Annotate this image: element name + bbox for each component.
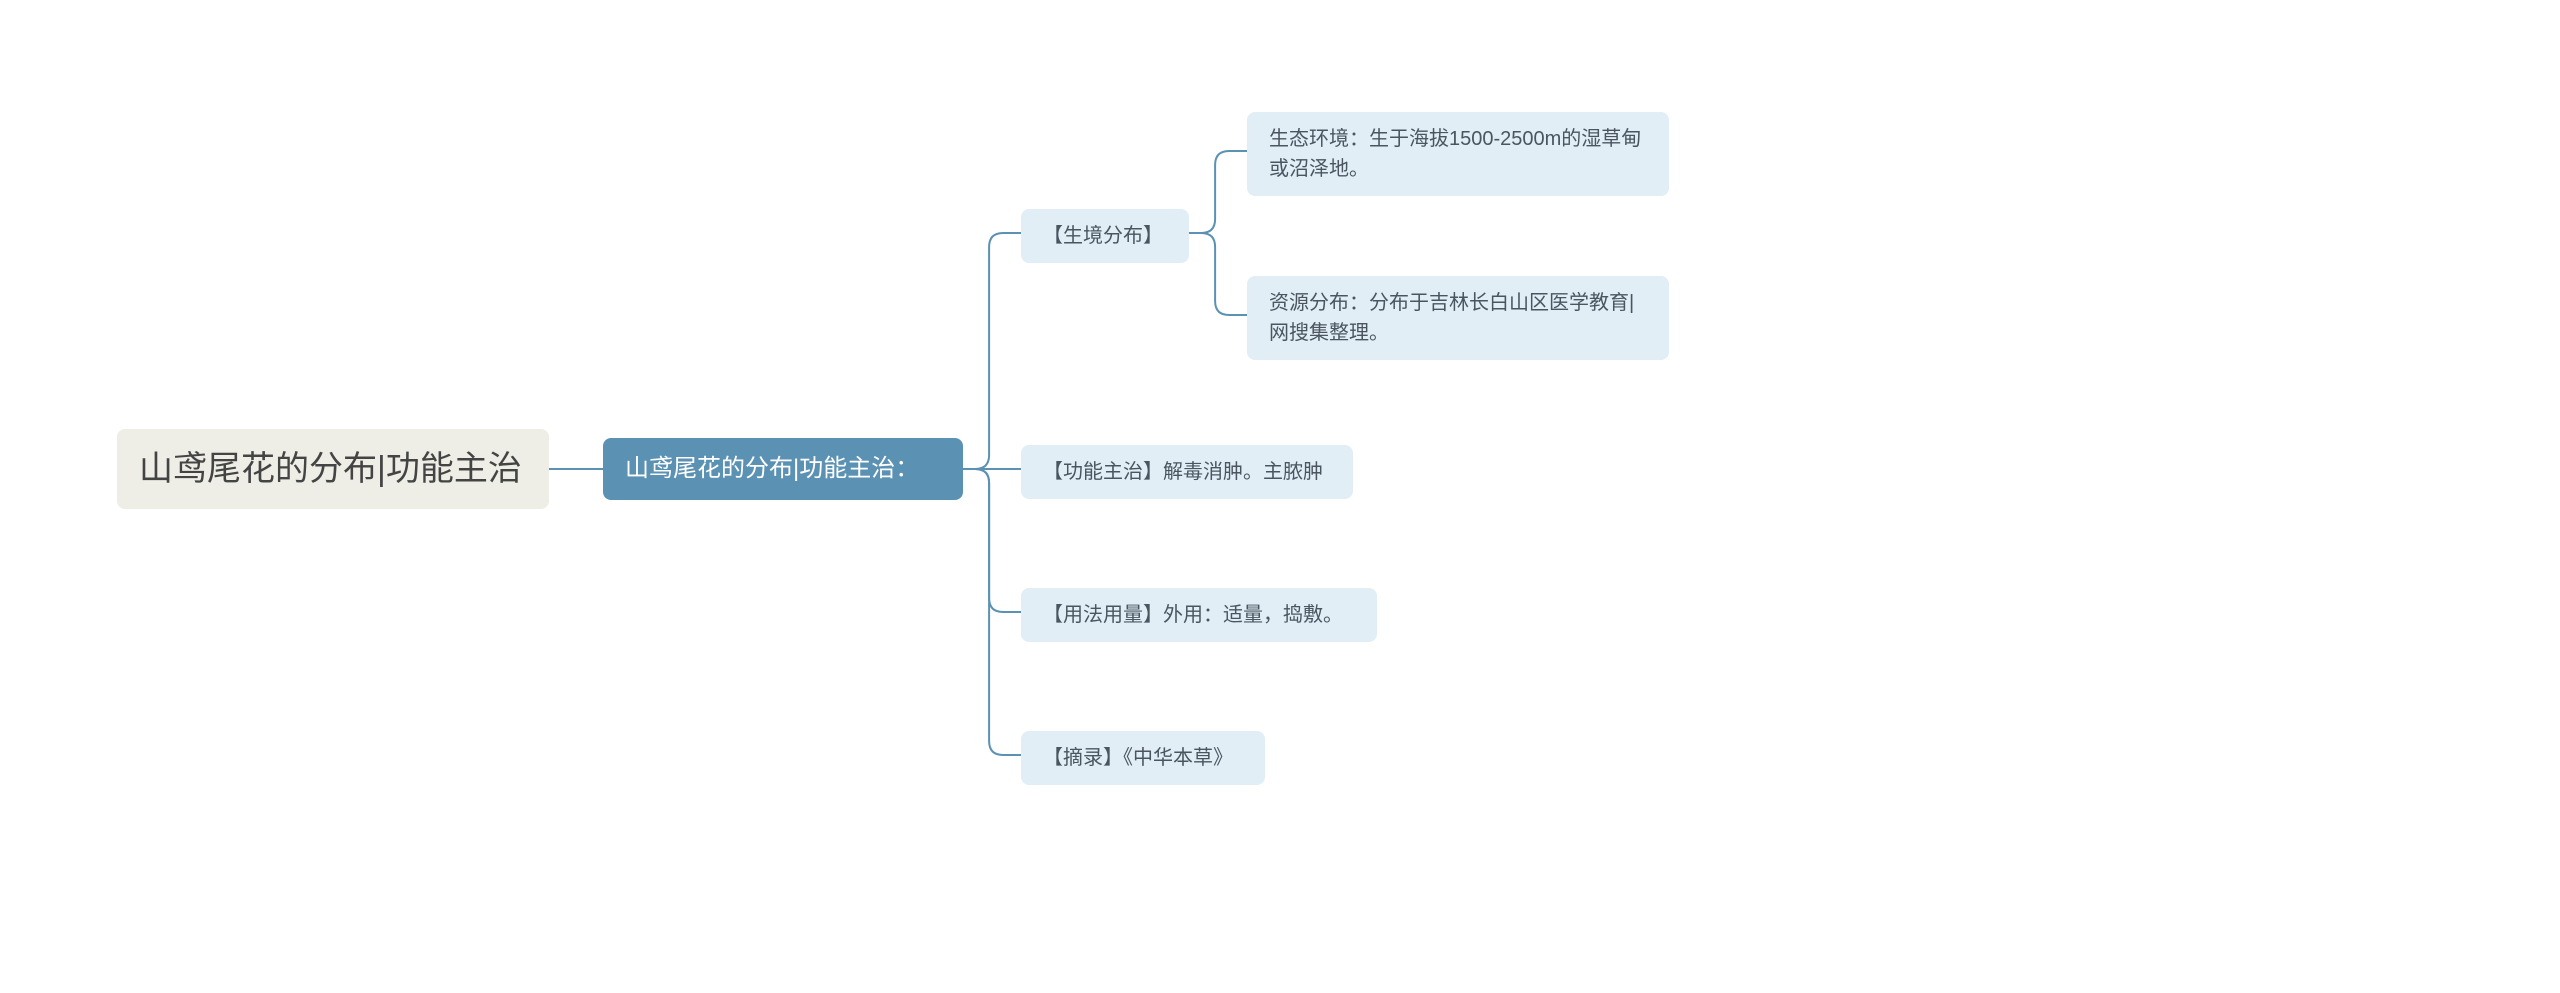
ecology-node[interactable]: 生态环境：生于海拔1500-2500m的湿草甸或沼泽地。 [1247, 112, 1669, 196]
connector-path [963, 469, 1021, 755]
usage-label: 【用法用量】外用：适量，捣敷。 [1043, 600, 1343, 630]
usage-node[interactable]: 【用法用量】外用：适量，捣敷。 [1021, 588, 1377, 642]
excerpt-node[interactable]: 【摘录】《中华本草》 [1021, 731, 1265, 785]
function-node[interactable]: 【功能主治】解毒消肿。主脓肿 [1021, 445, 1353, 499]
excerpt-label: 【摘录】《中华本草》 [1043, 743, 1233, 773]
habitat-label: 【生境分布】 [1043, 221, 1163, 251]
root-label: 山鸢尾花的分布|功能主治 [139, 444, 522, 495]
subtitle-node[interactable]: 山鸢尾花的分布|功能主治： [603, 438, 963, 500]
connector-path [963, 469, 1021, 612]
resource-label: 资源分布：分布于吉林长白山区医学教育|网搜集整理。 [1269, 288, 1647, 348]
mindmap-canvas: 山鸢尾花的分布|功能主治 山鸢尾花的分布|功能主治： 【生境分布】 【功能主治】… [0, 0, 2560, 993]
root-node[interactable]: 山鸢尾花的分布|功能主治 [117, 429, 549, 509]
function-label: 【功能主治】解毒消肿。主脓肿 [1043, 457, 1323, 487]
connector-path [963, 233, 1021, 469]
subtitle-label: 山鸢尾花的分布|功能主治： [625, 451, 919, 487]
connector-path [1189, 151, 1247, 233]
ecology-label: 生态环境：生于海拔1500-2500m的湿草甸或沼泽地。 [1269, 124, 1647, 184]
habitat-node[interactable]: 【生境分布】 [1021, 209, 1189, 263]
connector-path [1189, 233, 1247, 315]
resource-node[interactable]: 资源分布：分布于吉林长白山区医学教育|网搜集整理。 [1247, 276, 1669, 360]
